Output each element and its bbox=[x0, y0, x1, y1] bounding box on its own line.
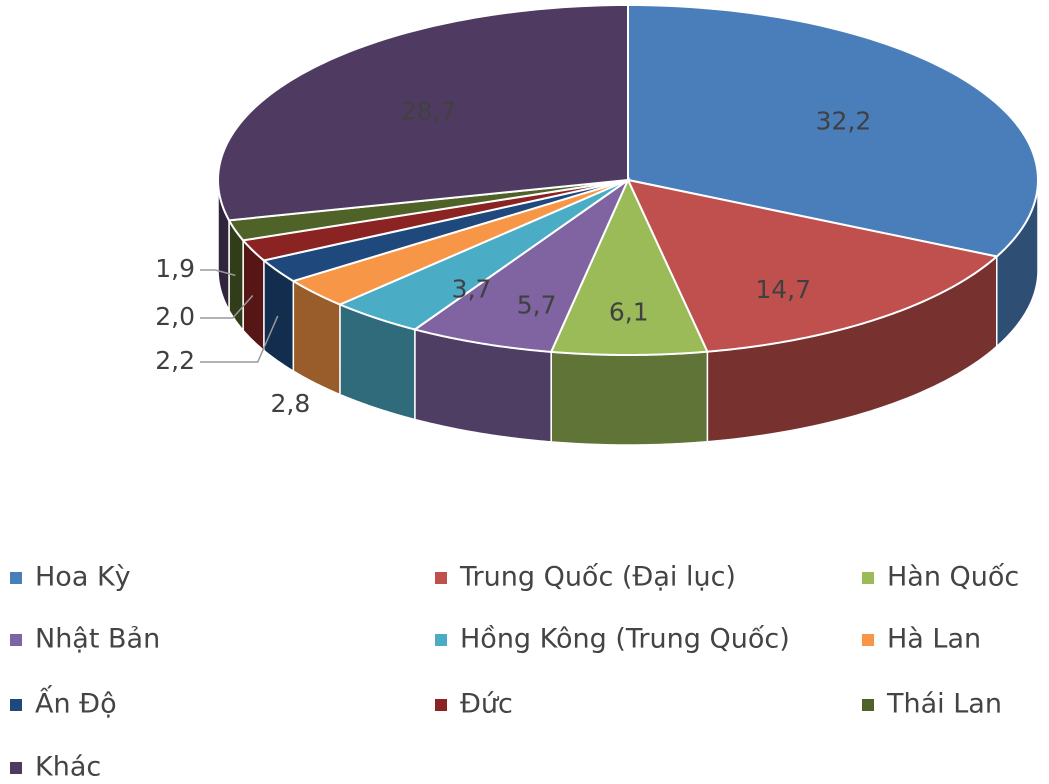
data-label: 28,7 bbox=[401, 97, 457, 126]
slice bbox=[627, 3, 1040, 258]
legend-label: Hàn Quốc bbox=[887, 562, 1019, 593]
legend-label: Nhật Bản bbox=[35, 624, 160, 655]
slice bbox=[412, 177, 631, 353]
legend-label: Hoa Kỳ bbox=[35, 562, 131, 593]
legend-label: Thái Lan bbox=[886, 689, 1002, 720]
legend-label: Hồng Kông (Trung Quốc) bbox=[460, 624, 790, 655]
leader-line bbox=[200, 269, 236, 277]
legend-swatch bbox=[435, 572, 447, 584]
leader-line bbox=[200, 295, 254, 319]
legend-label: Đức bbox=[460, 689, 513, 720]
legend-swatch bbox=[862, 572, 874, 584]
slice bbox=[241, 179, 629, 262]
legend-swatch bbox=[10, 634, 22, 646]
data-label: 3,7 bbox=[452, 275, 492, 304]
legend-swatch bbox=[435, 634, 447, 646]
data-label: 1,9 bbox=[155, 254, 195, 283]
legend-swatch bbox=[435, 699, 447, 711]
slice bbox=[626, 178, 999, 353]
legend-swatch bbox=[862, 634, 874, 646]
slice bbox=[337, 179, 629, 331]
legend-swatch bbox=[862, 699, 874, 711]
leader-line bbox=[200, 315, 279, 363]
legend-swatch bbox=[10, 762, 22, 774]
data-label: 2,2 bbox=[155, 346, 195, 375]
legend-label: Trung Quốc (Đại lục) bbox=[459, 562, 736, 593]
data-label: 5,7 bbox=[517, 290, 557, 319]
data-label: 14,7 bbox=[755, 275, 811, 304]
slice bbox=[261, 179, 629, 283]
slice bbox=[227, 179, 629, 242]
slice-side bbox=[550, 350, 709, 446]
slice bbox=[217, 3, 629, 222]
legend-swatch bbox=[10, 572, 22, 584]
legend-label: Ấn Độ bbox=[35, 685, 117, 720]
slice bbox=[549, 177, 709, 357]
legend-label: Khác bbox=[35, 752, 101, 783]
data-label: 32,2 bbox=[816, 106, 872, 135]
data-label: 2,0 bbox=[155, 302, 195, 331]
legend-swatch bbox=[10, 699, 22, 711]
data-label: 2,8 bbox=[271, 389, 311, 418]
legend-label: Hà Lan bbox=[887, 624, 981, 655]
slice bbox=[290, 179, 629, 306]
data-label: 6,1 bbox=[609, 297, 649, 326]
